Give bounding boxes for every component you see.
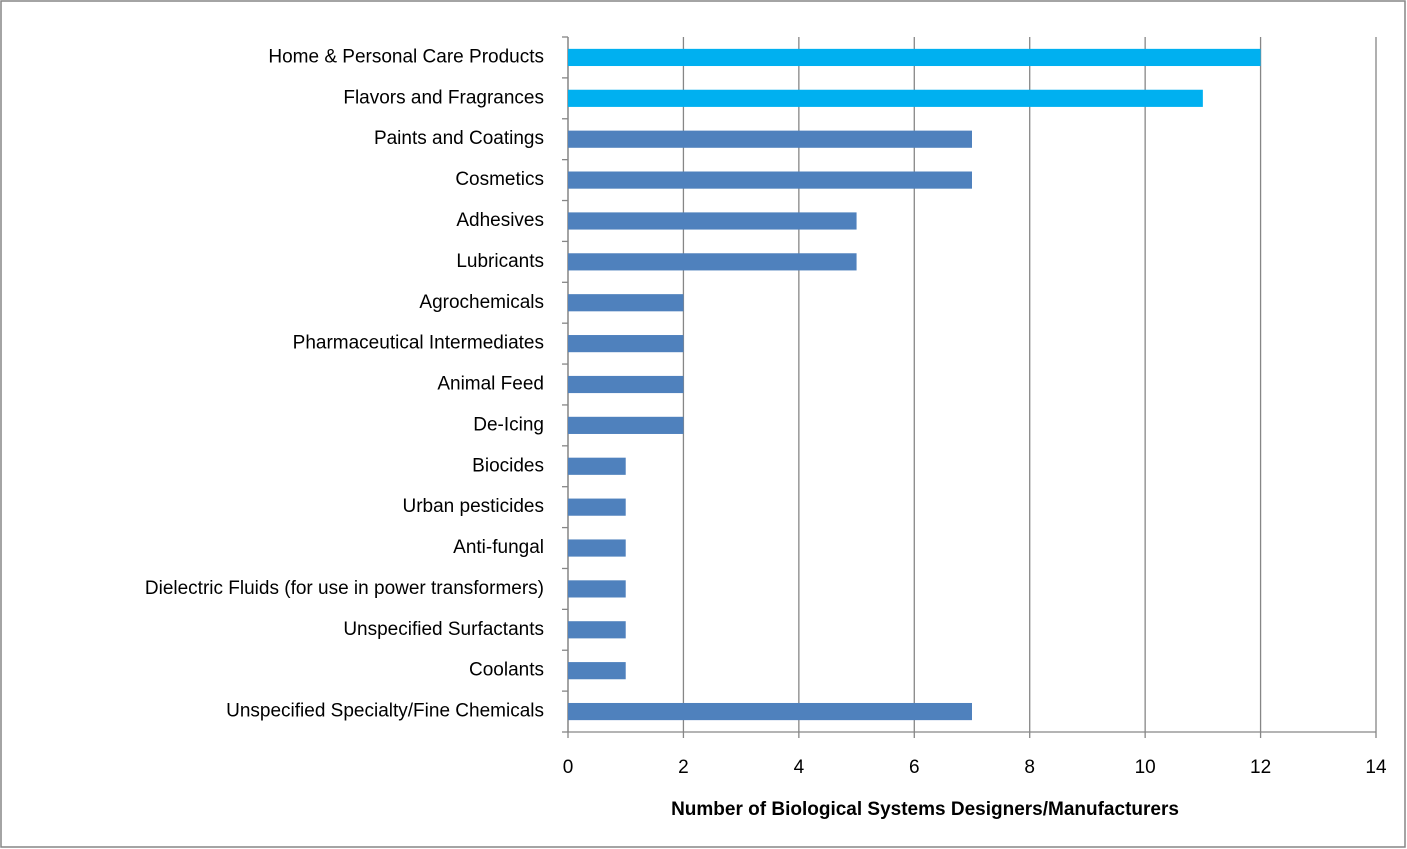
x-tick-label: 2 [678,757,689,778]
y-tick-label: Dielectric Fluids (for use in power tran… [145,578,544,599]
bar [568,457,626,475]
y-tick-label: Urban pesticides [402,496,544,517]
y-tick-label: Coolants [469,660,544,681]
x-axis-title: Number of Biological Systems Designers/M… [671,799,1179,820]
y-tick-label: Anti-fungal [453,537,544,558]
y-tick-label: Pharmaceutical Intermediates [293,333,544,354]
x-tick-label: 4 [794,757,805,778]
bar [568,416,684,434]
y-tick-label: Cosmetics [455,169,544,190]
bar [568,539,626,557]
y-tick-label: Unspecified Surfactants [343,619,544,640]
x-tick-label: 8 [1024,757,1035,778]
y-tick-label: Flavors and Fragrances [343,87,544,108]
bar [568,375,684,394]
x-tick-label: 10 [1135,757,1156,778]
y-tick-label: Unspecified Specialty/Fine Chemicals [226,701,544,722]
y-tick-label: Adhesives [456,210,544,231]
y-tick-label: De-Icing [473,414,544,435]
x-tick-label: 0 [563,757,574,778]
bar [568,294,684,312]
y-tick-label: Home & Personal Care Products [268,46,544,67]
x-tick-label: 12 [1250,757,1271,778]
bar [568,171,972,189]
bar [568,130,972,148]
y-tick-label: Paints and Coatings [374,128,544,149]
bar [568,621,626,639]
bar [568,48,1261,67]
bar [568,253,857,271]
bar [568,335,684,353]
y-tick-label: Agrochemicals [419,292,544,313]
bar [568,580,626,598]
y-tick-label: Animal Feed [437,374,544,395]
bar [568,89,1203,107]
bar [568,662,626,680]
bar [568,498,626,516]
x-tick-label: 14 [1365,757,1387,778]
bar [568,212,857,230]
x-tick-label: 6 [909,757,920,778]
y-tick-label: Lubricants [456,251,544,272]
bar [568,702,972,721]
y-tick-label: Biocides [472,455,544,476]
